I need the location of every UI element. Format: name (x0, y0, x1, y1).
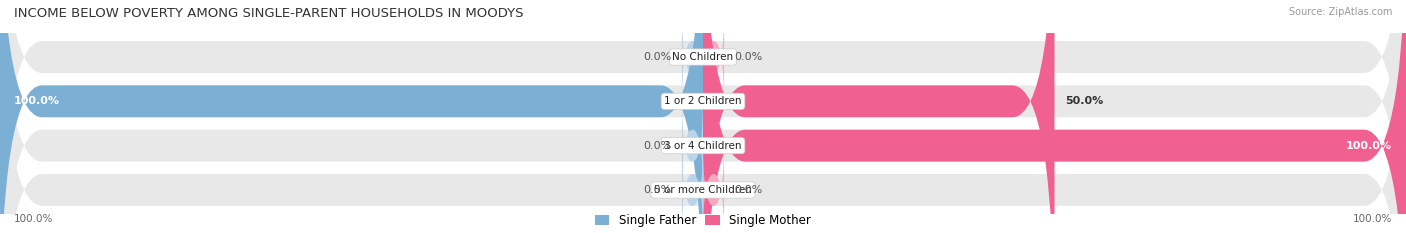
Legend: Single Father, Single Mother: Single Father, Single Mother (595, 214, 811, 227)
Text: 50.0%: 50.0% (1066, 96, 1104, 106)
FancyBboxPatch shape (703, 0, 1054, 233)
Text: No Children: No Children (672, 52, 734, 62)
Text: 0.0%: 0.0% (734, 185, 763, 195)
Text: 100.0%: 100.0% (14, 96, 60, 106)
FancyBboxPatch shape (682, 139, 703, 233)
Text: INCOME BELOW POVERTY AMONG SINGLE-PARENT HOUSEHOLDS IN MOODYS: INCOME BELOW POVERTY AMONG SINGLE-PARENT… (14, 7, 523, 20)
Text: 100.0%: 100.0% (14, 214, 53, 224)
FancyBboxPatch shape (703, 7, 724, 108)
FancyBboxPatch shape (682, 95, 703, 196)
FancyBboxPatch shape (703, 139, 724, 233)
FancyBboxPatch shape (703, 0, 1406, 233)
FancyBboxPatch shape (0, 0, 703, 233)
Text: 0.0%: 0.0% (643, 52, 672, 62)
FancyBboxPatch shape (682, 7, 703, 108)
Text: 3 or 4 Children: 3 or 4 Children (664, 141, 742, 151)
Text: Source: ZipAtlas.com: Source: ZipAtlas.com (1288, 7, 1392, 17)
Text: 0.0%: 0.0% (734, 52, 763, 62)
Text: 100.0%: 100.0% (1353, 214, 1392, 224)
Text: 0.0%: 0.0% (643, 141, 672, 151)
Text: 100.0%: 100.0% (1346, 141, 1392, 151)
Text: 1 or 2 Children: 1 or 2 Children (664, 96, 742, 106)
Text: 0.0%: 0.0% (643, 185, 672, 195)
Text: 5 or more Children: 5 or more Children (654, 185, 752, 195)
